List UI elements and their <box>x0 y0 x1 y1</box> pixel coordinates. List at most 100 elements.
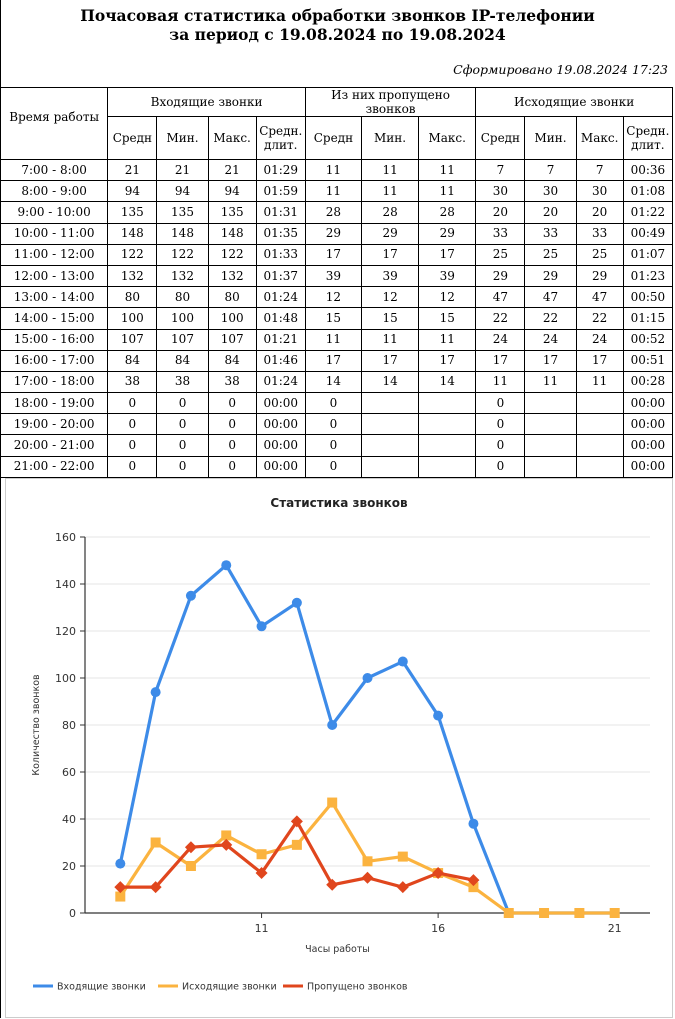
data-point <box>185 590 196 601</box>
table-cell: 132 <box>156 264 209 288</box>
time-cell: 21:00 - 22:00 <box>0 455 109 478</box>
table-cell: 107 <box>207 328 257 351</box>
table-cell: 38 <box>107 370 158 394</box>
data-point <box>397 656 408 667</box>
hourly-stats-table: Время работы Входящие звонки Из них проп… <box>0 87 674 478</box>
table-cell: 24 <box>524 328 577 351</box>
table-cell: 01:24 <box>255 286 306 309</box>
table-cell: 25 <box>524 243 577 266</box>
table-cell: 39 <box>418 264 477 288</box>
table-cell: 0 <box>207 413 257 436</box>
table-cell: 7 <box>524 158 577 182</box>
table-cell: 0 <box>107 413 158 436</box>
table-cell: 100 <box>207 307 257 330</box>
table-cell: 11 <box>360 328 420 351</box>
data-point <box>115 891 126 902</box>
x-tick-label: 11 <box>255 922 269 935</box>
data-point <box>290 815 303 828</box>
time-cell: 12:00 - 13:00 <box>0 264 109 288</box>
subheader: Макс. <box>418 116 477 160</box>
table-cell: 00:00 <box>255 434 306 457</box>
table-cell: 11 <box>475 370 526 394</box>
data-point <box>432 867 445 880</box>
table-cell: 84 <box>156 349 209 372</box>
table-cell: 132 <box>207 264 257 288</box>
table-cell: 0 <box>207 392 257 415</box>
table-cell: 29 <box>360 222 420 245</box>
table-cell: 122 <box>207 243 257 266</box>
table-cell: 20 <box>524 201 577 224</box>
table-cell: 17 <box>360 349 420 372</box>
time-cell: 9:00 - 10:00 <box>0 201 109 224</box>
table-cell: 0 <box>207 434 257 457</box>
table-cell <box>524 413 577 436</box>
table-cell: 0 <box>304 392 363 415</box>
table-cell <box>360 413 420 436</box>
table-cell: 28 <box>418 201 477 224</box>
table-cell: 148 <box>156 222 209 245</box>
data-point <box>184 841 197 854</box>
table-cell: 0 <box>207 455 257 478</box>
y-tick-label: 40 <box>62 813 76 826</box>
table-cell: 14 <box>304 370 363 394</box>
table-cell: 25 <box>475 243 526 266</box>
table-cell: 0 <box>156 392 209 415</box>
table-cell: 20 <box>575 201 624 224</box>
time-header: Время работы <box>0 87 109 160</box>
legend-label: Входящие звонки <box>57 982 146 993</box>
table-cell: 01:59 <box>255 180 306 203</box>
table-row: 8:00 - 9:00 94 94 94 01:59 11 11 11 30 30 30 01:08 <box>0 180 674 203</box>
chart-panel: Статистика звонков 0 20 40 60 80 100 120 140 160 1… <box>5 478 673 1018</box>
table-cell: 29 <box>475 264 526 288</box>
table-cell: 01:46 <box>255 349 306 372</box>
data-point <box>220 838 233 851</box>
data-point <box>114 881 127 894</box>
time-cell: 20:00 - 21:00 <box>0 434 109 457</box>
table-cell <box>418 413 477 436</box>
table-cell: 47 <box>524 286 577 309</box>
table-cell <box>418 434 477 457</box>
table-cell: 28 <box>360 201 420 224</box>
time-cell: 8:00 - 9:00 <box>0 180 109 203</box>
table-cell: 0 <box>475 392 526 415</box>
table-cell: 122 <box>107 243 158 266</box>
subheader: Макс. <box>207 116 257 160</box>
table-cell: 12 <box>304 286 363 309</box>
group-header-outgoing: Исходящие звонки <box>475 87 673 117</box>
subheader: Макс. <box>575 116 624 160</box>
table-cell: 80 <box>156 286 209 309</box>
table-cell: 28 <box>304 201 363 224</box>
time-cell: 17:00 - 18:00 <box>0 370 109 394</box>
time-cell: 7:00 - 8:00 <box>0 158 109 182</box>
table-row: 20:00 - 21:00 0 0 0 00:00 0 0 00:00 <box>0 434 674 457</box>
table-cell: 00:49 <box>622 222 674 245</box>
table-row: 14:00 - 15:00 100 100 100 01:48 15 15 15 22 22 22 0… <box>0 307 674 330</box>
table-cell: 17 <box>360 243 420 266</box>
table-cell <box>524 434 577 457</box>
table-row: 21:00 - 22:00 0 0 0 00:00 0 0 00:00 <box>0 455 674 478</box>
table-cell: 11 <box>575 370 624 394</box>
table-cell: 21 <box>207 158 257 182</box>
table-cell: 30 <box>575 180 624 203</box>
data-point <box>396 881 409 894</box>
y-axis-label: Количество звонков <box>31 674 42 776</box>
data-point <box>539 908 550 918</box>
table-cell: 01:33 <box>255 243 306 266</box>
table-cell: 94 <box>156 180 209 203</box>
table-cell <box>575 455 624 478</box>
table-cell: 11 <box>304 180 363 203</box>
table-cell: 00:00 <box>255 392 306 415</box>
table-cell: 01:07 <box>622 243 674 266</box>
table-cell: 148 <box>107 222 158 245</box>
table-cell: 24 <box>475 328 526 351</box>
subheader: Мин. <box>156 116 209 160</box>
table-cell: 20 <box>475 201 526 224</box>
data-point <box>291 597 302 608</box>
table-cell: 11 <box>360 180 420 203</box>
table-row: 9:00 - 10:00 135 135 135 01:31 28 28 28 20 20 20 01… <box>0 201 674 224</box>
data-point <box>256 621 267 632</box>
table-cell: 14 <box>360 370 420 394</box>
table-cell: 84 <box>207 349 257 372</box>
data-point <box>150 837 161 848</box>
table-cell: 11 <box>304 158 363 182</box>
